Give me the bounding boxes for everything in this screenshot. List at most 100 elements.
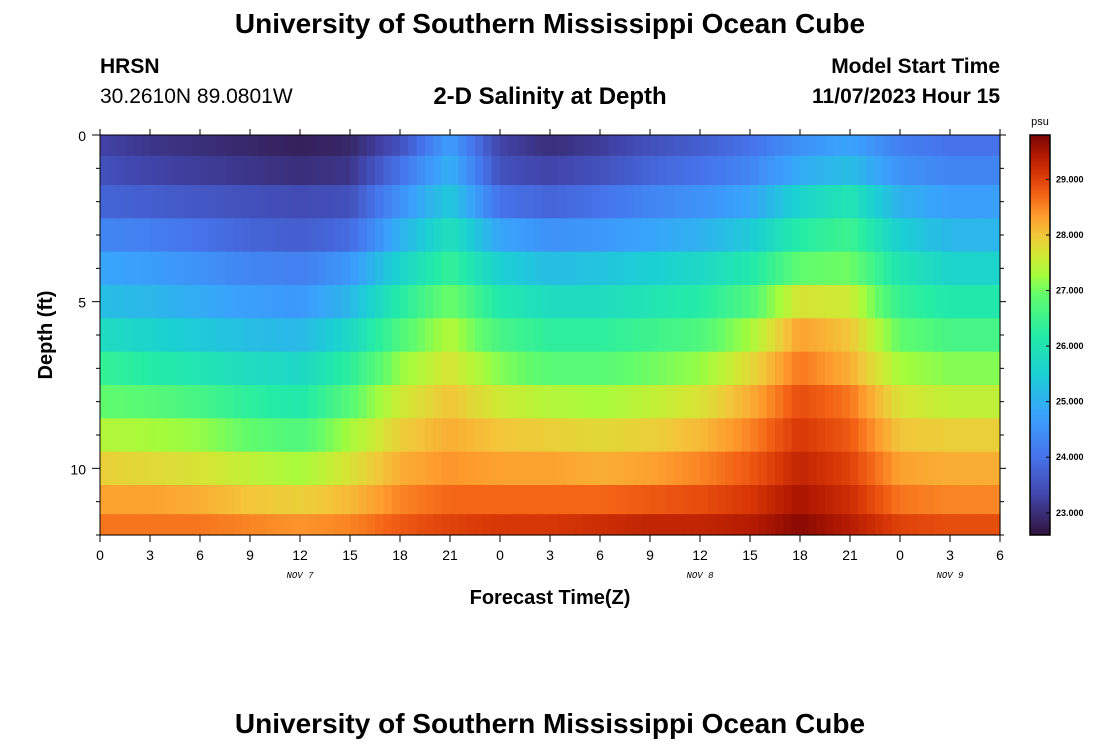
heatmap-cell <box>425 318 434 353</box>
heatmap-cell <box>616 485 626 515</box>
heatmap-cell <box>600 285 609 319</box>
model-start-time: 11/07/2023 Hour 15 <box>812 85 1000 108</box>
heatmap-cell <box>241 285 251 319</box>
heatmap-cell <box>641 251 651 286</box>
heatmap-cell <box>641 155 651 186</box>
heatmap-cell <box>975 185 984 219</box>
heatmap-cell <box>358 485 368 515</box>
heatmap-cell <box>683 451 693 486</box>
heatmap-cell <box>425 218 434 253</box>
heatmap-cell <box>333 218 343 253</box>
heatmap-cell <box>583 135 593 157</box>
heatmap-cell <box>583 485 593 515</box>
heatmap-cell <box>808 218 818 253</box>
heatmap-cell <box>316 318 326 353</box>
heatmap-cell <box>316 351 326 386</box>
heatmap-cell <box>683 285 693 319</box>
heatmap-cell <box>150 135 159 157</box>
heatmap-cell <box>541 285 551 319</box>
heatmap-cell <box>733 485 743 515</box>
heatmap-cell <box>208 135 218 157</box>
heatmap-cell <box>333 135 343 157</box>
heatmap-cell <box>575 285 584 319</box>
heatmap-cell <box>608 451 618 486</box>
heatmap-cell <box>133 218 143 253</box>
heatmap-cell <box>658 385 668 419</box>
heatmap-cell <box>500 514 509 536</box>
heatmap-cell <box>408 514 418 536</box>
heatmap-cell <box>191 135 201 157</box>
heatmap-cell <box>975 451 984 486</box>
heatmap-cell <box>466 285 476 319</box>
heatmap-cell <box>900 514 909 536</box>
heatmap-cell <box>633 155 643 186</box>
heatmap-cell <box>225 185 234 219</box>
heatmap-cell <box>183 155 193 186</box>
heatmap-cell <box>200 385 209 419</box>
heatmap-cell <box>208 155 218 186</box>
heatmap-cell <box>516 514 526 536</box>
heatmap-cell <box>150 318 159 353</box>
heatmap-cell <box>983 418 993 453</box>
heatmap-cell <box>916 514 926 536</box>
heatmap-cell <box>675 385 684 419</box>
heatmap-cell <box>808 418 818 453</box>
heatmap-cell <box>741 251 751 286</box>
heatmap-cell <box>508 285 518 319</box>
heatmap-cell <box>708 351 718 386</box>
heatmap-cell <box>833 451 843 486</box>
heatmap-cell <box>908 418 918 453</box>
heatmap-cell <box>116 351 126 386</box>
heatmap-cell <box>741 485 751 515</box>
heatmap-cell <box>316 485 326 515</box>
heatmap-cell <box>858 385 868 419</box>
heatmap-cell <box>958 185 968 219</box>
heatmap-cell <box>591 155 601 186</box>
heatmap-cell <box>208 251 218 286</box>
heatmap-cell <box>608 218 618 253</box>
heatmap-cell <box>358 351 368 386</box>
heatmap-cell <box>683 251 693 286</box>
heatmap-cell <box>916 135 926 157</box>
heatmap-cell <box>983 285 993 319</box>
heatmap-cell <box>525 485 534 515</box>
heatmap-cell <box>558 251 568 286</box>
heatmap-cell <box>850 185 859 219</box>
heatmap-cell <box>558 514 568 536</box>
heatmap-cell <box>358 251 368 286</box>
heatmap-cell <box>608 514 618 536</box>
heatmap-cell <box>475 485 484 515</box>
heatmap-cell <box>875 418 884 453</box>
heatmap-cell <box>300 218 309 253</box>
heatmap-cell <box>225 251 234 286</box>
heatmap-cell <box>366 185 376 219</box>
heatmap-cell <box>850 285 859 319</box>
heatmap-cell <box>258 218 268 253</box>
heatmap-cell <box>433 135 443 157</box>
heatmap-cell <box>258 451 268 486</box>
heatmap-cell <box>616 135 626 157</box>
heatmap-cell <box>283 485 293 515</box>
heatmap-cell <box>691 135 701 157</box>
heatmap-cell <box>150 385 159 419</box>
heatmap-cell <box>458 514 468 536</box>
heatmap-cell <box>108 351 118 386</box>
heatmap-cell <box>891 218 901 253</box>
heatmap-cell <box>691 251 701 286</box>
heatmap-cell <box>283 318 293 353</box>
heatmap-cell <box>866 451 876 486</box>
heatmap-cell <box>266 451 276 486</box>
x-tick-label: 18 <box>792 547 808 563</box>
heatmap-cell <box>608 385 618 419</box>
heatmap-cell <box>983 351 993 386</box>
heatmap-cell <box>183 318 193 353</box>
heatmap-cell <box>383 514 393 536</box>
heatmap-cell <box>800 285 809 319</box>
heatmap-cell <box>300 318 309 353</box>
heatmap-cell <box>558 185 568 219</box>
heatmap-cell <box>241 155 251 186</box>
heatmap-cell <box>908 451 918 486</box>
heatmap-cell <box>758 135 768 157</box>
heatmap-cell <box>741 514 751 536</box>
heatmap-cell <box>208 318 218 353</box>
